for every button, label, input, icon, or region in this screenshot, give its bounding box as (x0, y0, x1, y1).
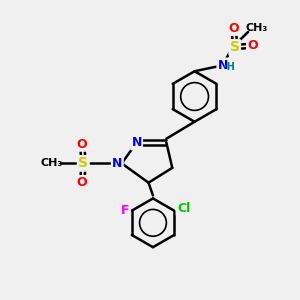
Text: O: O (76, 176, 87, 189)
Text: ·H: ·H (224, 62, 235, 72)
Text: N: N (131, 136, 142, 149)
Text: O: O (247, 40, 258, 52)
Text: CH₃: CH₃ (41, 158, 63, 168)
Text: O: O (76, 138, 87, 151)
Text: Cl: Cl (177, 202, 190, 215)
Text: F: F (121, 203, 130, 217)
Text: S: S (78, 156, 88, 170)
Text: S: S (230, 40, 240, 55)
Text: N: N (112, 157, 122, 170)
Text: O: O (228, 22, 238, 34)
Text: CH₃: CH₃ (245, 22, 268, 32)
Text: N: N (218, 59, 228, 72)
